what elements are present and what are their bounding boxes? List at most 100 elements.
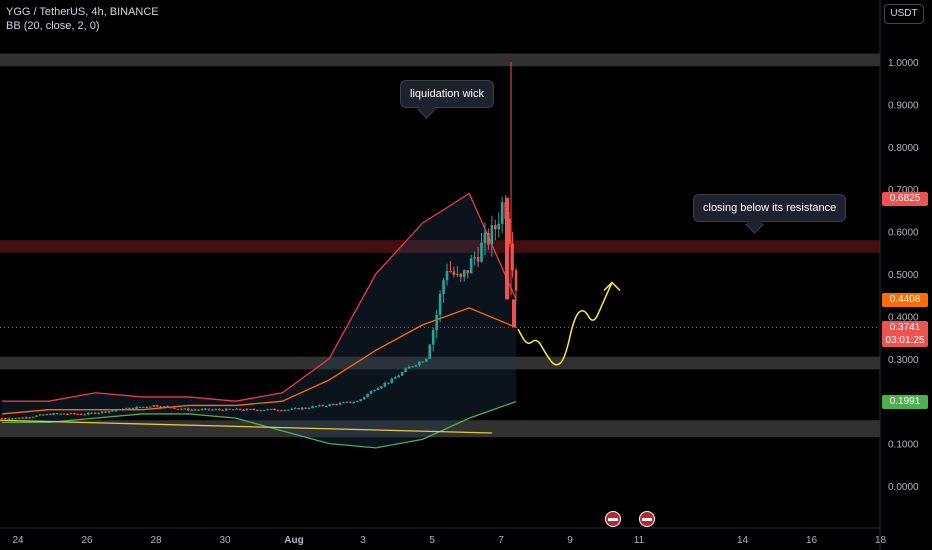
last-price-label: 0.3741 03:01:25 — [882, 321, 928, 347]
candle-body — [59, 413, 62, 415]
candle-body — [280, 410, 283, 412]
x-tick-label: Aug — [284, 535, 303, 546]
candle-body — [76, 413, 80, 415]
x-tick-label: 11 — [634, 535, 645, 546]
candle-body — [345, 401, 349, 403]
candle-body — [169, 406, 173, 408]
x-tick-label: 3 — [360, 535, 366, 546]
candle-body — [259, 410, 263, 412]
candle-body — [269, 408, 273, 410]
candle-body — [218, 409, 221, 411]
y-tick-label: 0.5000 — [888, 270, 919, 281]
candle-body — [338, 402, 342, 405]
candle-body — [42, 414, 45, 416]
candle-body — [480, 242, 483, 262]
candle-body — [497, 223, 501, 230]
candle-body — [445, 271, 449, 281]
flag-icon[interactable] — [639, 511, 655, 527]
x-tick-label: 16 — [806, 535, 818, 546]
candle-body — [456, 273, 459, 275]
candle-body — [431, 330, 435, 345]
candle-body — [512, 299, 516, 328]
candle-body — [66, 414, 69, 416]
candle-body — [359, 399, 363, 402]
candle-body — [476, 257, 480, 262]
candle-body — [331, 404, 335, 406]
y-tick-label: 0.3000 — [888, 355, 919, 366]
candle-body — [86, 412, 90, 415]
candle-body — [262, 410, 266, 412]
bar-countdown: 03:01:25 — [885, 335, 925, 346]
candle-body — [290, 408, 294, 410]
candle-body — [411, 366, 414, 368]
y-tick-label: 0.9000 — [888, 100, 919, 111]
candle-body — [221, 409, 225, 411]
candle-body — [273, 408, 276, 411]
candle-body — [180, 408, 183, 410]
candle-body — [90, 412, 93, 414]
currency-button[interactable]: USDT — [884, 4, 924, 24]
candle-body — [166, 406, 169, 408]
candle-body — [328, 404, 332, 406]
candle-body — [387, 382, 390, 384]
candle-body — [7, 418, 11, 420]
candle-body — [204, 408, 207, 410]
candle-body — [321, 405, 325, 407]
candle-body — [48, 414, 52, 416]
candle-body — [393, 377, 397, 379]
x-tick-label: 30 — [219, 535, 231, 546]
last-price-value: 0.3741 — [889, 322, 921, 333]
candle-body — [400, 372, 404, 376]
candle-body — [318, 405, 321, 407]
candle-body — [24, 417, 28, 419]
candle-body — [62, 413, 66, 415]
y-tick-label: 0.1000 — [888, 440, 919, 451]
candle-body — [80, 414, 83, 416]
candle-body — [297, 408, 300, 410]
candle-body — [207, 408, 211, 410]
candle-body — [176, 408, 180, 410]
candle-body — [390, 378, 394, 383]
candle-body — [438, 293, 442, 315]
candle-body — [35, 415, 38, 417]
candle-body — [293, 408, 297, 410]
candle-body — [214, 409, 218, 411]
candle-body — [142, 406, 145, 408]
candle-body — [211, 409, 214, 411]
zone-top-resistance — [0, 53, 880, 67]
y-tick-label: 0.0000 — [888, 482, 919, 493]
lower-band-label: 0.1991 — [882, 395, 928, 409]
candle-body — [4, 418, 7, 420]
candle-body — [511, 243, 514, 271]
candle-body — [107, 411, 111, 413]
candles-layer — [0, 62, 518, 420]
candle-body — [149, 406, 152, 408]
flag-icon[interactable] — [605, 511, 621, 527]
candle-body — [17, 417, 21, 419]
candle-body — [487, 232, 490, 245]
candle-body — [183, 408, 187, 410]
candle-body — [335, 404, 338, 406]
candle-body — [245, 408, 249, 411]
candle-body — [28, 417, 31, 419]
y-tick-label: 0.8000 — [888, 143, 919, 154]
candle-body — [356, 401, 359, 403]
candle-body — [366, 393, 369, 397]
candle-body — [200, 409, 204, 411]
candle-body — [469, 258, 473, 274]
candle-body — [283, 409, 287, 411]
candle-body — [100, 411, 104, 413]
candle-body — [38, 414, 42, 416]
candle-body — [124, 408, 128, 411]
band-fill — [2, 193, 516, 448]
liquidation-wick-note: liquidation wick — [400, 80, 494, 108]
candle-body — [131, 407, 135, 409]
candle-body — [459, 273, 463, 277]
symbol-title: YGG / TetherUS, 4h, BINANCE — [6, 6, 159, 18]
candle-body — [173, 407, 176, 409]
candle-body — [162, 406, 166, 408]
x-tick-label: 7 — [498, 535, 504, 546]
candle-body — [449, 271, 452, 273]
candle-body — [52, 413, 56, 415]
